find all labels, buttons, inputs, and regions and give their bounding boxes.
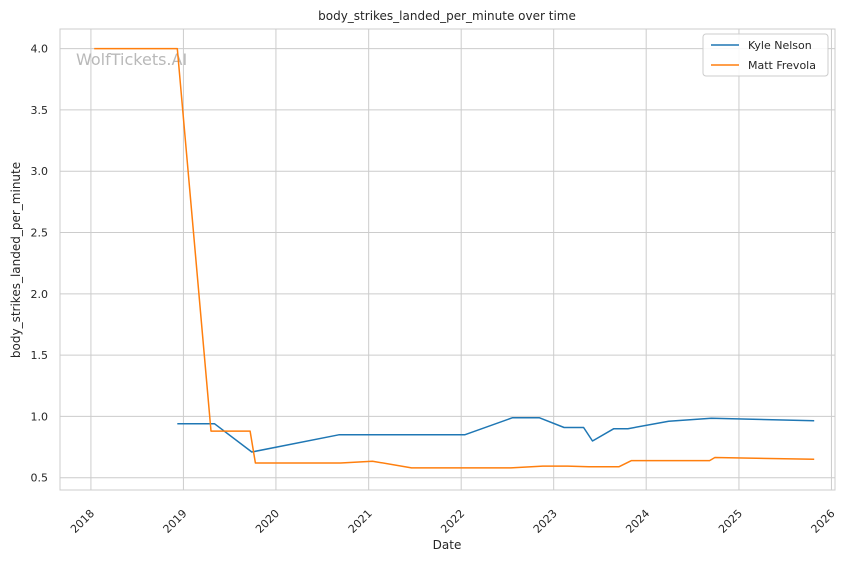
legend: Kyle Nelson Matt Frevola — [702, 33, 829, 77]
y-axis-title: body_strikes_landed_per_minute — [9, 162, 23, 358]
plot-area — [59, 28, 836, 491]
y-axis-ticks: 0.5 1.0 1.5 2.0 2.5 3.0 3.5 4.0 — [31, 43, 49, 485]
series-line-kyle-nelson — [177, 416, 815, 453]
chart-title: body_strikes_landed_per_minute over time — [318, 9, 576, 23]
y-tick-label: 1.5 — [31, 349, 49, 362]
y-tick-label: 4.0 — [31, 43, 49, 56]
series-line-matt-frevola — [94, 47, 815, 469]
y-tick-label: 2.5 — [31, 227, 49, 240]
watermark: WolfTickets.AI — [76, 50, 187, 69]
series-lines — [94, 47, 815, 469]
y-tick-label: 3.5 — [31, 104, 49, 117]
x-axis-title: Date — [433, 538, 462, 552]
grid — [60, 29, 835, 490]
y-tick-label: 0.5 — [31, 472, 49, 485]
legend-label-matt-frevola: Matt Frevola — [748, 59, 816, 72]
y-tick-label: 1.0 — [31, 410, 49, 423]
legend-label-kyle-nelson: Kyle Nelson — [748, 39, 812, 52]
plot-frame — [59, 28, 836, 491]
y-tick-label: 3.0 — [31, 165, 49, 178]
y-tick-label: 2.0 — [31, 288, 49, 301]
